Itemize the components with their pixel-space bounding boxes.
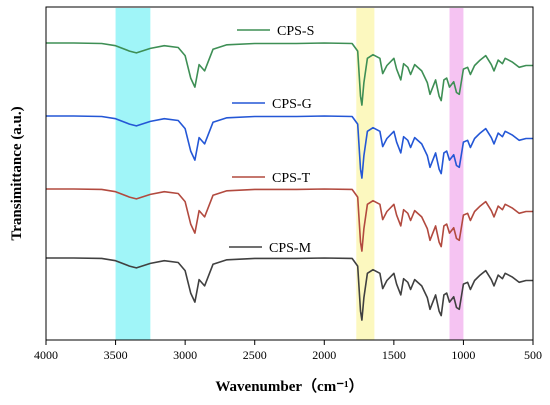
legend-label-cps-g: CPS-G <box>272 97 312 112</box>
x-tick-label-3500: 3500 <box>104 348 128 362</box>
x-axis-ticks: 4000 3500 3000 2500 2000 1500 1000 500 <box>34 340 542 362</box>
highlight-band-3 <box>449 8 464 340</box>
series-line-cps-m <box>46 257 533 321</box>
legend-label-cps-s: CPS-S <box>277 24 314 39</box>
x-tick-label-2000: 2000 <box>312 348 336 362</box>
legend-label-cps-t: CPS-T <box>272 171 311 186</box>
x-axis-title: Wavenumber（cm⁻¹） <box>215 377 363 395</box>
x-tick-label-1500: 1500 <box>382 348 406 362</box>
spectra-series <box>46 42 533 321</box>
x-tick-label-3000: 3000 <box>173 348 197 362</box>
x-tick-label-1000: 1000 <box>451 348 475 362</box>
y-axis-title: Transimittance (a.u.) <box>9 106 25 240</box>
legend-label-cps-m: CPS-M <box>269 241 312 256</box>
legend: CPS-S CPS-G CPS-T CPS-M <box>229 24 314 256</box>
series-line-cps-t <box>46 188 533 252</box>
plot-frame <box>45 6 534 341</box>
series-line-cps-s <box>46 42 533 106</box>
x-tick-label-4000: 4000 <box>34 348 58 362</box>
series-line-cps-g <box>46 115 533 179</box>
x-tick-label-2500: 2500 <box>243 348 267 362</box>
x-tick-label-500: 500 <box>524 348 542 362</box>
highlight-band-1 <box>115 8 151 340</box>
